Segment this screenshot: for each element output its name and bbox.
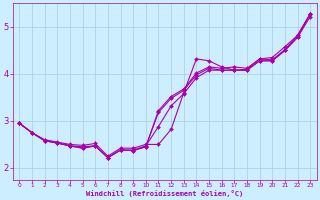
X-axis label: Windchill (Refroidissement éolien,°C): Windchill (Refroidissement éolien,°C) [86, 190, 244, 197]
